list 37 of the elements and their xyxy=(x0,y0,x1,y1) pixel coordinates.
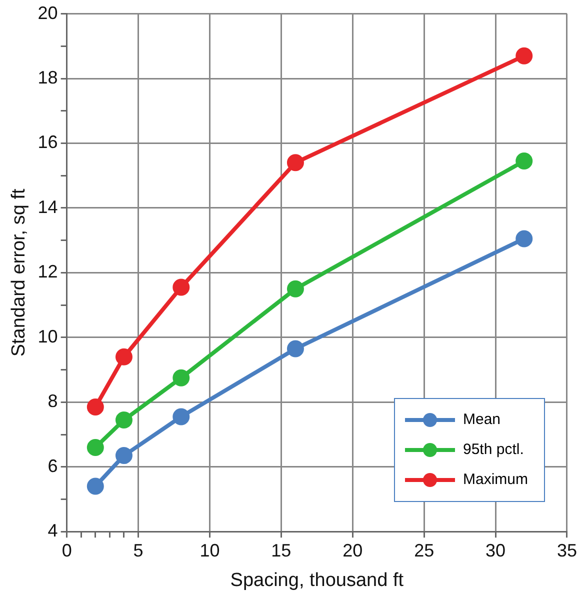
y-axis-title: Standard error, sq ft xyxy=(8,188,30,357)
y-tick-label: 20 xyxy=(38,2,58,23)
x-tick-label: 10 xyxy=(200,540,220,560)
y-tick-label: 18 xyxy=(38,67,58,88)
legend-label: Mean xyxy=(462,411,501,428)
x-tick-label: 5 xyxy=(133,540,144,560)
x-tick-label: 15 xyxy=(271,540,292,560)
x-tick-label: 30 xyxy=(486,540,506,560)
legend-label: Maximum xyxy=(462,471,528,488)
point xyxy=(172,408,190,426)
y-tick-label: 6 xyxy=(48,456,58,476)
point xyxy=(172,278,190,296)
point xyxy=(286,340,304,358)
y-tick-label: 4 xyxy=(48,520,58,541)
point xyxy=(286,154,304,172)
point xyxy=(86,438,104,456)
point xyxy=(86,398,104,416)
point xyxy=(516,152,533,170)
x-tick-label: 35 xyxy=(556,540,578,560)
point xyxy=(86,478,104,495)
y-tick-label: 14 xyxy=(38,196,58,217)
point xyxy=(172,369,190,386)
x-tick-label: 25 xyxy=(414,540,434,560)
point xyxy=(516,230,533,248)
point xyxy=(115,411,132,428)
legend-label: 95th pctl. xyxy=(462,441,524,458)
point xyxy=(516,47,533,64)
y-tick-label: 16 xyxy=(38,132,58,152)
x-tick-label: 20 xyxy=(342,540,363,560)
y-tick-label: 8 xyxy=(48,391,58,412)
point xyxy=(286,280,304,298)
y-tick-label: 12 xyxy=(38,262,58,282)
y-tick-label: 10 xyxy=(38,326,58,346)
point xyxy=(115,447,132,464)
x-tick-label: 0 xyxy=(62,540,72,560)
x-axis-title: Spacing, thousand ft xyxy=(230,570,404,591)
point xyxy=(115,348,132,366)
